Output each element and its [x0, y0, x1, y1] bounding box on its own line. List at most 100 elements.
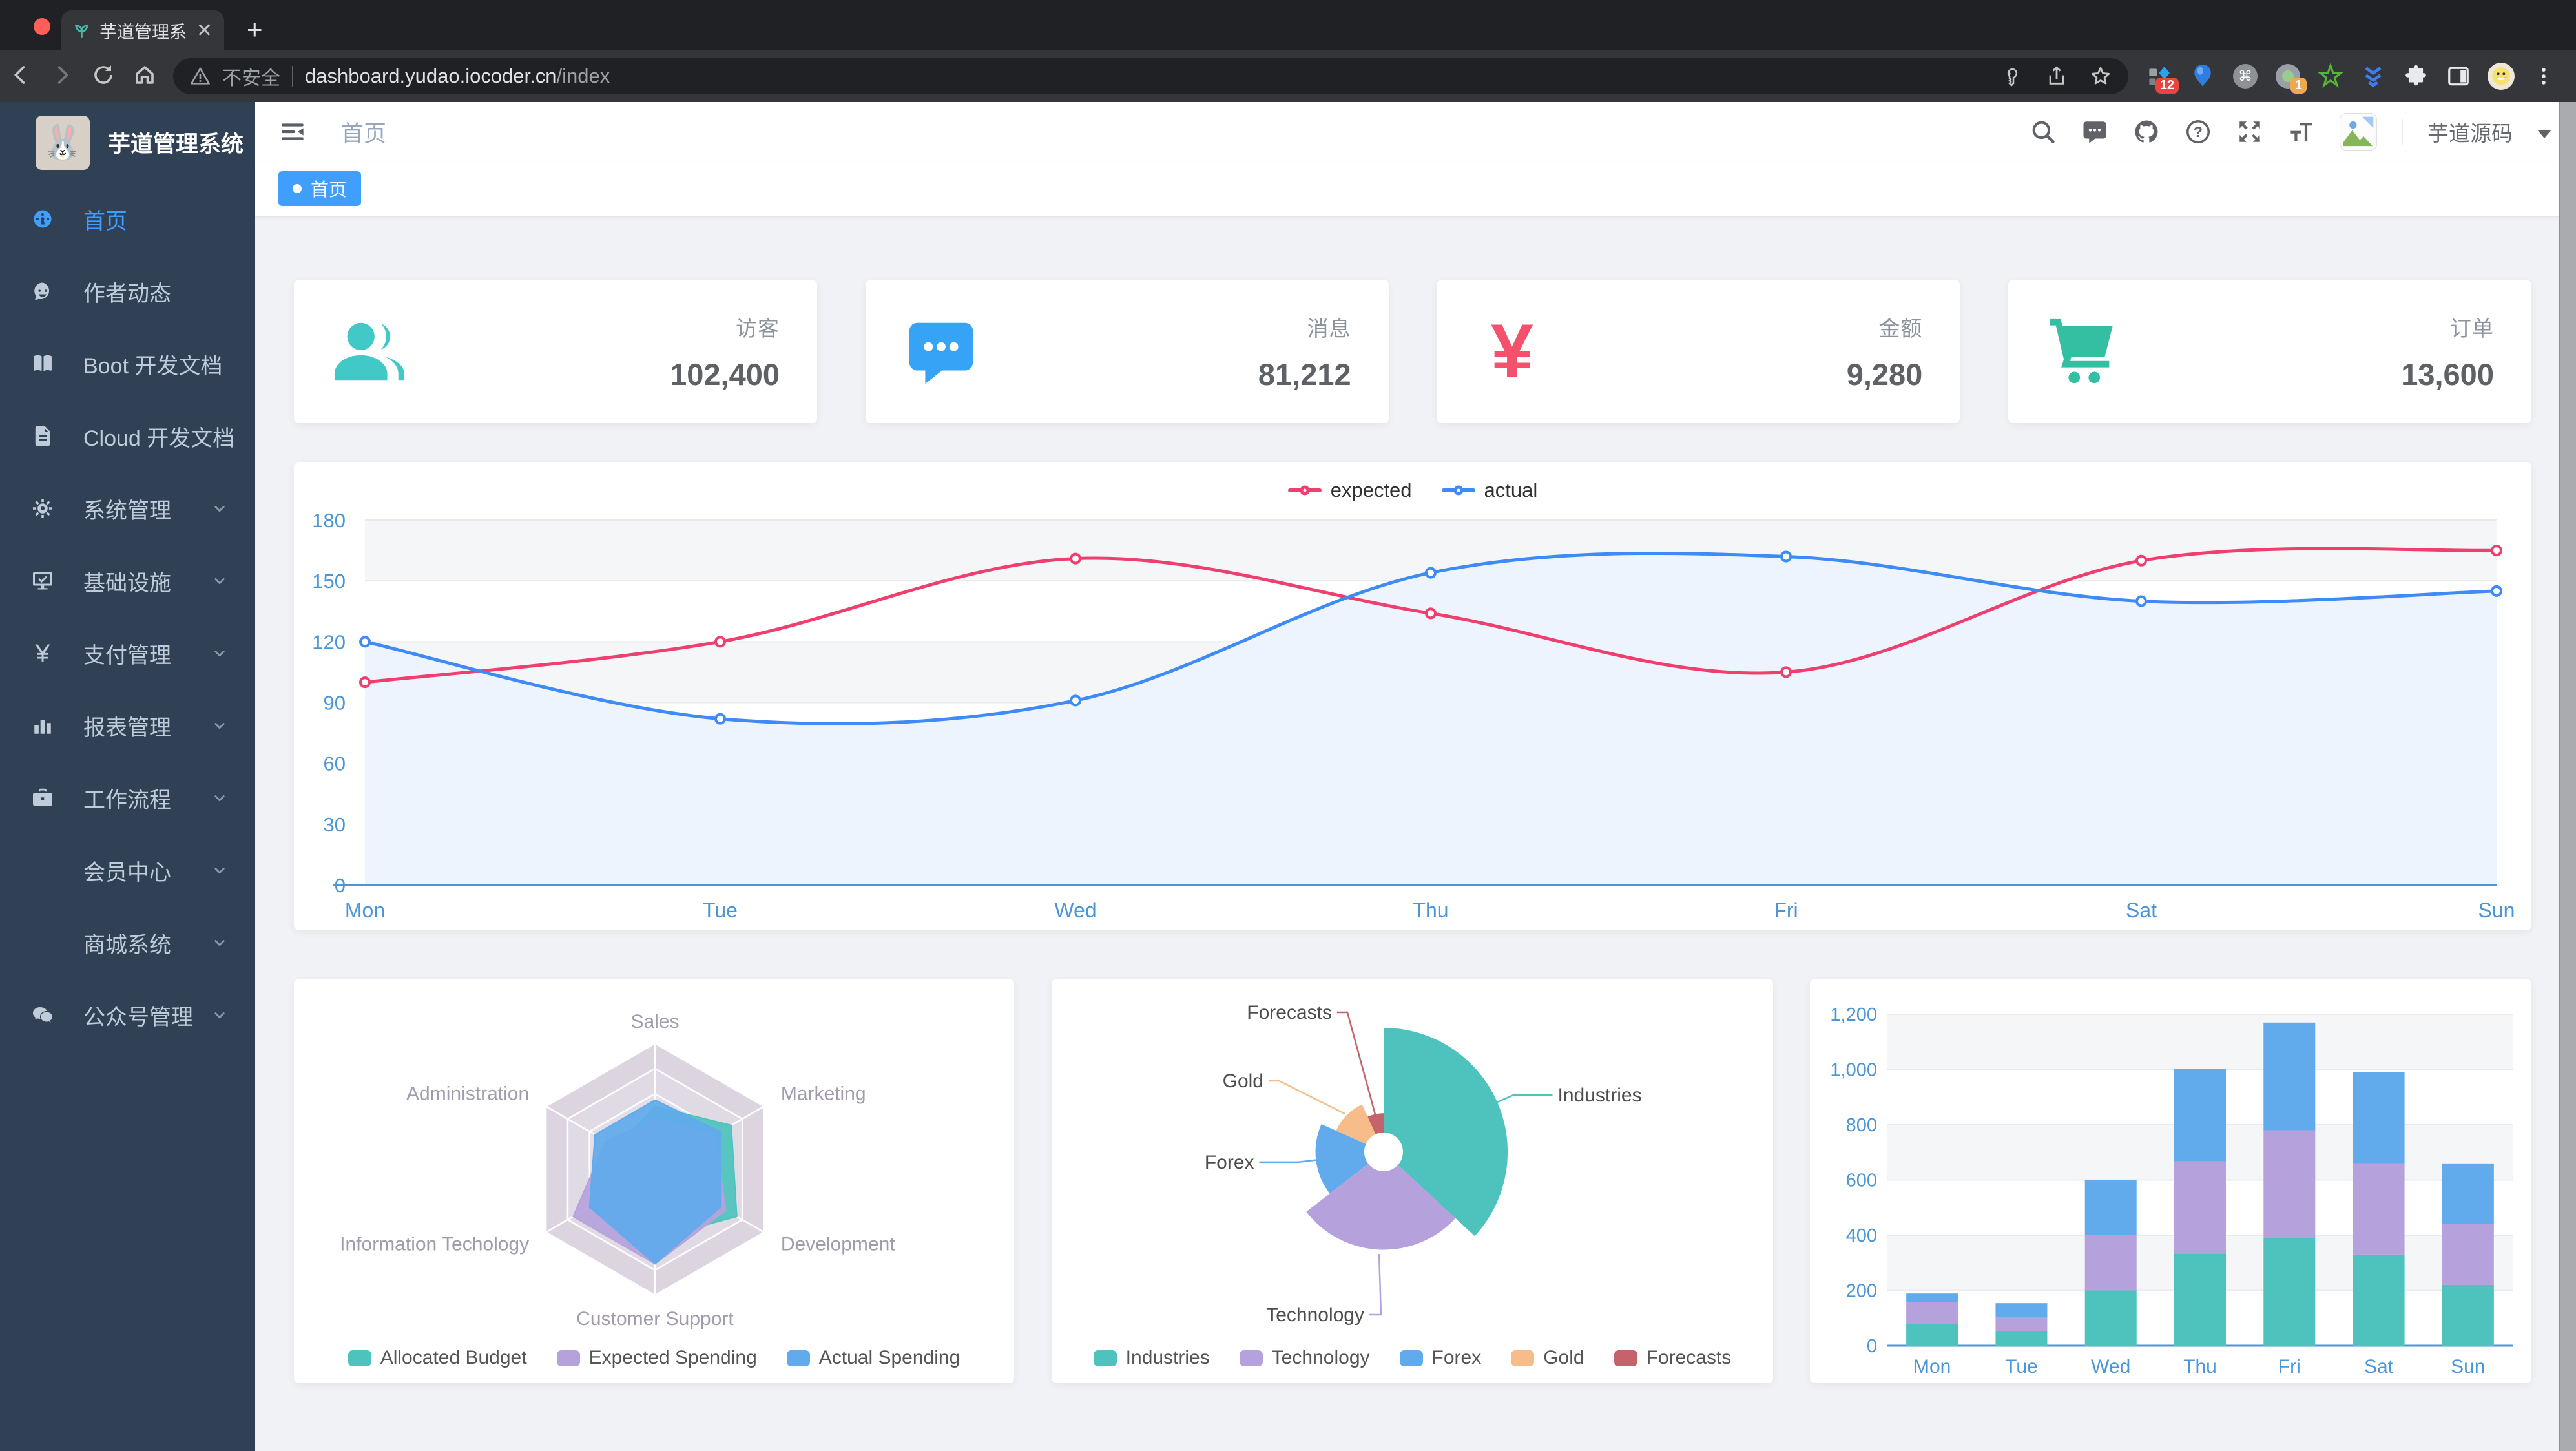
- main-area: 首页 ? 芋道源码: [255, 102, 2576, 1451]
- stat-label: 订单: [2449, 316, 2494, 340]
- browser-tabstrip: 芋道管理系统 ✕ +: [0, 0, 2576, 50]
- app-logo[interactable]: 🐰 芋道管理系统: [0, 102, 255, 183]
- extensions-puzzle-icon[interactable]: [2402, 63, 2429, 90]
- legend-swatch-icon: [348, 1350, 371, 1366]
- share-icon[interactable]: [2046, 65, 2068, 87]
- logo-avatar: 🐰: [36, 115, 90, 170]
- legend-item[interactable]: Allocated Budget: [348, 1347, 527, 1369]
- sidebar-item-label: 首页: [83, 209, 127, 234]
- legend-item[interactable]: Actual Spending: [786, 1347, 960, 1369]
- author-icon: [31, 280, 54, 303]
- sidebar-item-label: 商城系统: [83, 932, 171, 957]
- sidebar-item-2[interactable]: 作者动态: [0, 255, 255, 328]
- address-bar[interactable]: 不安全 dashboard.yudao.iocoder.cn/index: [173, 58, 2128, 94]
- sidebar-item-label: 报表管理: [83, 715, 171, 740]
- forward-button[interactable]: [41, 63, 83, 90]
- svg-text:120: 120: [312, 631, 346, 653]
- svg-text:Sat: Sat: [2126, 899, 2157, 922]
- chevron-down-icon[interactable]: [2537, 129, 2551, 138]
- extension-recorder-icon[interactable]: 1: [2274, 63, 2307, 94]
- extension-chevrons-icon[interactable]: [2360, 63, 2387, 90]
- help-icon[interactable]: ?: [2185, 118, 2212, 145]
- password-key-icon[interactable]: [2002, 65, 2024, 87]
- legend-item[interactable]: Forex: [1399, 1347, 1481, 1369]
- sidebar-item-11[interactable]: 商城系统: [0, 906, 255, 979]
- sidebar-item-label: 会员中心: [83, 860, 171, 885]
- github-icon[interactable]: [2133, 118, 2160, 145]
- sidebar-item-5[interactable]: 系统管理: [0, 472, 255, 545]
- legend-item[interactable]: Industries: [1093, 1347, 1210, 1369]
- page-scrollbar[interactable]: [2559, 102, 2576, 1451]
- sidebar-item-7[interactable]: 支付管理: [0, 617, 255, 689]
- svg-text:Wed: Wed: [1054, 899, 1096, 922]
- legend-swatch-icon: [556, 1350, 580, 1366]
- browser-toolbar: 不安全 dashboard.yudao.iocoder.cn/index 12: [0, 50, 2576, 102]
- svg-text:Mon: Mon: [1913, 1356, 1951, 1377]
- extension-tag-manager-icon[interactable]: 12: [2146, 63, 2179, 94]
- extension-shortcuts-icon[interactable]: ⌘: [2232, 63, 2259, 90]
- search-icon[interactable]: [2030, 118, 2057, 145]
- svg-text:?: ?: [2194, 123, 2203, 140]
- user-avatar[interactable]: [2340, 113, 2377, 151]
- sidebar-item-9[interactable]: 工作流程: [0, 762, 255, 834]
- bookmark-star-icon[interactable]: [2090, 65, 2112, 87]
- reload-button[interactable]: [83, 63, 124, 90]
- legend-item[interactable]: Forecasts: [1614, 1347, 1731, 1369]
- back-button[interactable]: [0, 63, 41, 90]
- chevron-down-icon: [210, 788, 229, 808]
- sidebar-menu: 首页作者动态 Boot 开发文档 Cloud 开发文档 系统管理 基础设施 支付管理报表管…: [0, 183, 255, 1051]
- chevron-down-icon: [210, 1005, 229, 1025]
- font-size-icon[interactable]: [2288, 118, 2315, 145]
- line-chart-svg: 0 30 60 90 120 150 180 Mon Tue Wed Thu Fri Sat Sun: [312, 509, 2515, 922]
- message-icon[interactable]: [2081, 118, 2108, 145]
- legend-item[interactable]: Technology: [1239, 1347, 1370, 1369]
- svg-text:Tue: Tue: [2005, 1356, 2038, 1377]
- fullscreen-icon[interactable]: [2236, 118, 2263, 145]
- stat-card-2[interactable]: 消息 81,212: [865, 280, 1389, 423]
- svg-text:Marketing: Marketing: [781, 1083, 866, 1105]
- browser-menu-icon[interactable]: [2530, 63, 2557, 90]
- svg-text:600: 600: [1846, 1171, 1877, 1191]
- sidebar-item-8[interactable]: 报表管理: [0, 689, 255, 762]
- line-chart-legend: expected actual: [294, 479, 2531, 502]
- sidebar-item-1[interactable]: 首页: [0, 183, 255, 255]
- stat-card-3[interactable]: ¥ 金额 9,280: [1437, 280, 1960, 423]
- legend-label: actual: [1484, 479, 1538, 501]
- monitor-icon: [31, 569, 54, 592]
- omnibox-divider: [292, 66, 293, 87]
- new-tab-button[interactable]: +: [247, 14, 263, 45]
- home-button[interactable]: [124, 63, 165, 90]
- tab-title: 芋道管理系统: [99, 22, 187, 42]
- pie-chart-legend: Industries Technology Forex Gold Forecasts: [1052, 1347, 1773, 1369]
- hamburger-icon[interactable]: [280, 119, 306, 145]
- svg-text:Fri: Fri: [2278, 1356, 2301, 1377]
- username-text[interactable]: 芋道源码: [2427, 121, 2513, 145]
- tab-close-icon[interactable]: ✕: [196, 19, 213, 41]
- tag-active[interactable]: 首页: [278, 171, 362, 206]
- stat-card-1[interactable]: 访客 102,400: [294, 280, 817, 423]
- chevron-down-icon: [210, 716, 229, 735]
- legend-item[interactable]: Gold: [1511, 1347, 1584, 1369]
- sidebar-item-3[interactable]: Boot 开发文档: [0, 328, 255, 400]
- legend-label: Allocated Budget: [380, 1347, 527, 1368]
- stat-text: 访客 102,400: [670, 311, 780, 392]
- sidebar-item-6[interactable]: 基础设施: [0, 545, 255, 617]
- legend-item[interactable]: Expected Spending: [556, 1347, 757, 1369]
- stat-card-4[interactable]: 订单 13,600: [2008, 280, 2531, 423]
- legend-item[interactable]: expected: [1287, 479, 1412, 502]
- extension-star-icon[interactable]: [2317, 63, 2344, 90]
- close-window-button[interactable]: [34, 18, 50, 35]
- profile-avatar-icon[interactable]: [2488, 63, 2515, 90]
- sidebar-item-10[interactable]: 会员中心: [0, 834, 255, 906]
- sidebar-item-12[interactable]: 公众号管理: [0, 979, 255, 1051]
- side-panel-icon[interactable]: [2445, 63, 2472, 90]
- legend-swatch-icon: [1399, 1350, 1423, 1366]
- divider: [2402, 119, 2403, 145]
- sidebar-item-4[interactable]: Cloud 开发文档: [0, 400, 255, 472]
- legend-item[interactable]: actual: [1441, 479, 1538, 502]
- svg-text:¥: ¥: [1491, 313, 1533, 390]
- browser-tab[interactable]: 芋道管理系统 ✕: [61, 10, 224, 50]
- svg-text:150: 150: [312, 570, 346, 592]
- extension-balloon-icon[interactable]: [2189, 63, 2216, 90]
